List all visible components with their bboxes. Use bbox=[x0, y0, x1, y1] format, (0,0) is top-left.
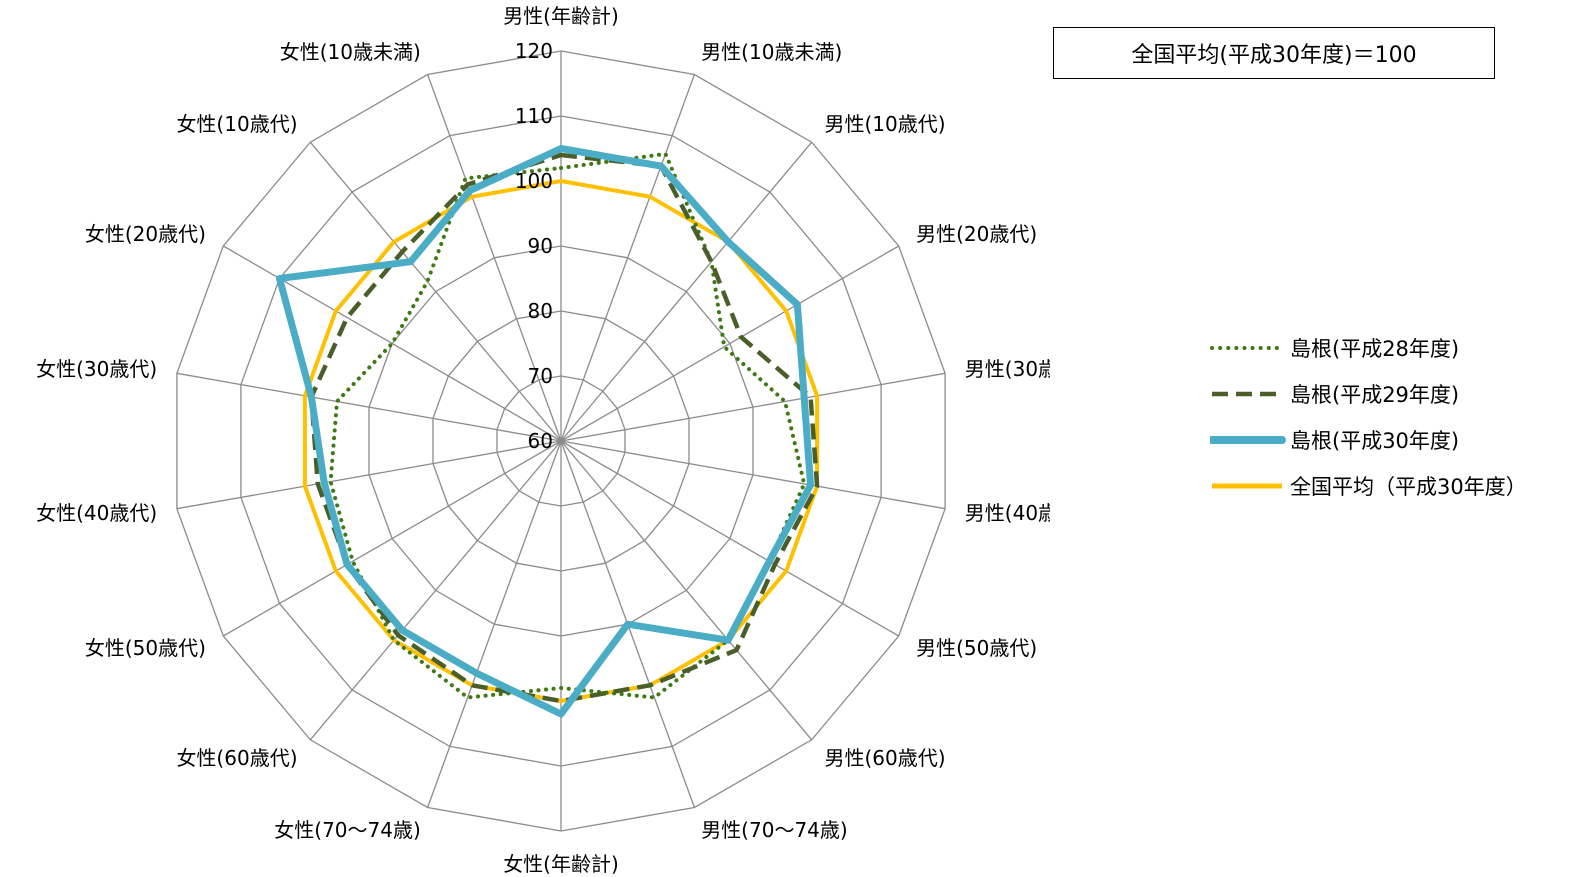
tick-label-90: 90 bbox=[528, 234, 553, 258]
spoke-6 bbox=[560, 440, 900, 637]
category-label-4: 男性(30歳代) bbox=[965, 357, 1050, 381]
tick-label-110: 110 bbox=[515, 104, 553, 128]
legend-label-h30: 島根(平成30年度) bbox=[1290, 429, 1460, 453]
category-label-7: 男性(60歳代) bbox=[825, 746, 946, 770]
radial-tick-labels: 60 70 80 90 100 110 120 bbox=[515, 39, 553, 453]
category-label-13: 女性(40歳代) bbox=[36, 501, 157, 525]
legend-item-h29: 島根(平成29年度) bbox=[1210, 371, 1527, 417]
spoke-10 bbox=[426, 440, 562, 808]
radar-chart: 60 70 80 90 100 110 120 男性(年齢計) 男性(10歳未満) 男性(10歳… bbox=[36, 4, 1050, 876]
category-label-3: 男性(20歳代) bbox=[916, 222, 1037, 246]
tick-label-120: 120 bbox=[515, 39, 553, 63]
category-label-9: 女性(年齢計) bbox=[503, 852, 619, 876]
baseline-note: 全国平均(平成30年度)＝100 bbox=[1053, 27, 1495, 79]
tick-label-70: 70 bbox=[528, 364, 553, 388]
radar-series bbox=[276, 145, 820, 718]
legend-label-h28: 島根(平成28年度) bbox=[1290, 337, 1460, 361]
spoke-7 bbox=[560, 440, 813, 741]
legend-label-national: 全国平均（平成30年度） bbox=[1290, 475, 1527, 499]
category-label-11: 女性(60歳代) bbox=[176, 746, 297, 770]
spoke-5 bbox=[560, 440, 946, 510]
spoke-2 bbox=[560, 141, 813, 442]
spoke-12 bbox=[222, 440, 562, 637]
category-label-2: 男性(10歳代) bbox=[825, 112, 946, 136]
spoke-13 bbox=[176, 440, 562, 510]
legend-swatch-h30 bbox=[1210, 436, 1286, 444]
series-line-0 bbox=[328, 151, 807, 700]
legend-item-h30: 島根(平成30年度) bbox=[1210, 417, 1527, 463]
legend-swatch-national bbox=[1212, 483, 1282, 489]
legend-label-h29: 島根(平成29年度) bbox=[1290, 383, 1460, 407]
category-label-1: 男性(10歳未満) bbox=[701, 40, 842, 64]
category-label-8: 男性(70～74歳) bbox=[701, 818, 848, 842]
tick-label-60: 60 bbox=[528, 429, 553, 453]
spoke-11 bbox=[309, 440, 562, 741]
spoke-1 bbox=[560, 74, 696, 442]
category-label-6: 男性(50歳代) bbox=[916, 636, 1037, 660]
category-label-0: 男性(年齢計) bbox=[503, 4, 619, 28]
series-line-3 bbox=[302, 179, 820, 703]
legend-item-national: 全国平均（平成30年度） bbox=[1210, 463, 1527, 509]
spoke-17 bbox=[426, 74, 562, 442]
legend-swatch-h28 bbox=[1210, 346, 1284, 350]
category-label-12: 女性(50歳代) bbox=[85, 636, 206, 660]
series-line-1 bbox=[309, 152, 820, 704]
spoke-3 bbox=[560, 245, 900, 442]
category-label-10: 女性(70～74歳) bbox=[274, 818, 421, 842]
category-label-14: 女性(30歳代) bbox=[36, 357, 157, 381]
spoke-16 bbox=[309, 141, 562, 442]
tick-label-100: 100 bbox=[515, 169, 553, 193]
category-labels: 男性(年齢計) 男性(10歳未満) 男性(10歳代) 男性(20歳代) 男性(30歳代)… bbox=[36, 4, 1050, 876]
tick-label-80: 80 bbox=[528, 299, 553, 323]
legend: 島根(平成28年度) 島根(平成29年度) 島根(平成30年度) 全国平均（平成… bbox=[1210, 325, 1527, 509]
category-label-15: 女性(20歳代) bbox=[85, 222, 206, 246]
category-label-16: 女性(10歳代) bbox=[176, 112, 297, 136]
series-line-2 bbox=[276, 145, 815, 718]
spoke-4 bbox=[560, 372, 946, 442]
legend-item-h28: 島根(平成28年度) bbox=[1210, 325, 1527, 371]
spoke-14 bbox=[176, 372, 562, 442]
category-label-5: 男性(40歳代) bbox=[965, 501, 1050, 525]
category-label-17: 女性(10歳未満) bbox=[280, 40, 421, 64]
legend-swatch-h29 bbox=[1212, 391, 1282, 397]
